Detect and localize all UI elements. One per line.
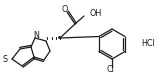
Text: HCl: HCl bbox=[141, 39, 155, 48]
Text: OH: OH bbox=[89, 9, 101, 18]
Text: N: N bbox=[33, 30, 39, 39]
Text: S: S bbox=[3, 55, 8, 64]
Text: O: O bbox=[62, 5, 68, 14]
Text: Cl: Cl bbox=[106, 66, 114, 75]
